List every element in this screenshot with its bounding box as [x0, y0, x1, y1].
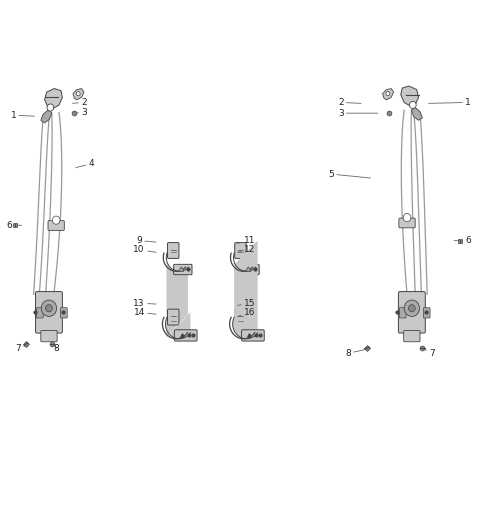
- FancyBboxPatch shape: [399, 218, 415, 228]
- FancyBboxPatch shape: [235, 309, 246, 325]
- Circle shape: [41, 300, 57, 316]
- Circle shape: [404, 300, 420, 316]
- Circle shape: [52, 216, 60, 224]
- Polygon shape: [246, 267, 251, 271]
- FancyBboxPatch shape: [168, 309, 179, 325]
- FancyBboxPatch shape: [41, 331, 57, 342]
- FancyBboxPatch shape: [174, 330, 197, 341]
- FancyBboxPatch shape: [241, 264, 259, 274]
- FancyBboxPatch shape: [168, 243, 179, 259]
- Text: 3: 3: [72, 108, 87, 117]
- Circle shape: [46, 305, 52, 312]
- Polygon shape: [73, 89, 84, 100]
- Text: 5: 5: [328, 169, 371, 179]
- Text: 9: 9: [136, 236, 156, 245]
- FancyBboxPatch shape: [241, 330, 264, 341]
- Text: 8: 8: [54, 344, 60, 353]
- FancyBboxPatch shape: [174, 264, 192, 274]
- Text: 14: 14: [133, 308, 156, 317]
- Circle shape: [408, 305, 415, 312]
- Polygon shape: [411, 108, 422, 120]
- Text: 1: 1: [429, 98, 471, 107]
- Text: 2: 2: [72, 98, 87, 107]
- Circle shape: [409, 101, 416, 109]
- Circle shape: [47, 104, 54, 111]
- Circle shape: [386, 92, 390, 96]
- FancyBboxPatch shape: [423, 308, 430, 318]
- FancyBboxPatch shape: [36, 291, 62, 333]
- Text: 7: 7: [424, 349, 435, 358]
- Circle shape: [403, 214, 411, 222]
- Text: 10: 10: [133, 245, 156, 254]
- Text: 3: 3: [338, 109, 378, 118]
- Text: 11: 11: [238, 236, 255, 245]
- FancyBboxPatch shape: [235, 243, 246, 259]
- FancyBboxPatch shape: [398, 291, 425, 333]
- Text: 15: 15: [238, 298, 255, 308]
- Polygon shape: [401, 86, 419, 108]
- FancyBboxPatch shape: [399, 308, 406, 318]
- FancyBboxPatch shape: [48, 221, 64, 230]
- Text: 4: 4: [76, 159, 94, 168]
- Polygon shape: [45, 89, 62, 110]
- Text: 7: 7: [15, 344, 27, 353]
- Text: 6: 6: [7, 221, 22, 230]
- Text: 1: 1: [11, 111, 35, 120]
- Text: 13: 13: [133, 298, 156, 308]
- Polygon shape: [179, 267, 184, 271]
- Text: 6: 6: [454, 236, 471, 245]
- Polygon shape: [41, 110, 52, 123]
- FancyBboxPatch shape: [60, 308, 67, 318]
- FancyBboxPatch shape: [404, 331, 420, 342]
- Text: 16: 16: [238, 308, 255, 317]
- Text: 8: 8: [345, 349, 371, 358]
- Text: 2: 2: [338, 98, 361, 107]
- Polygon shape: [383, 89, 394, 100]
- Text: 12: 12: [238, 245, 255, 254]
- Circle shape: [76, 92, 80, 96]
- FancyBboxPatch shape: [36, 308, 43, 318]
